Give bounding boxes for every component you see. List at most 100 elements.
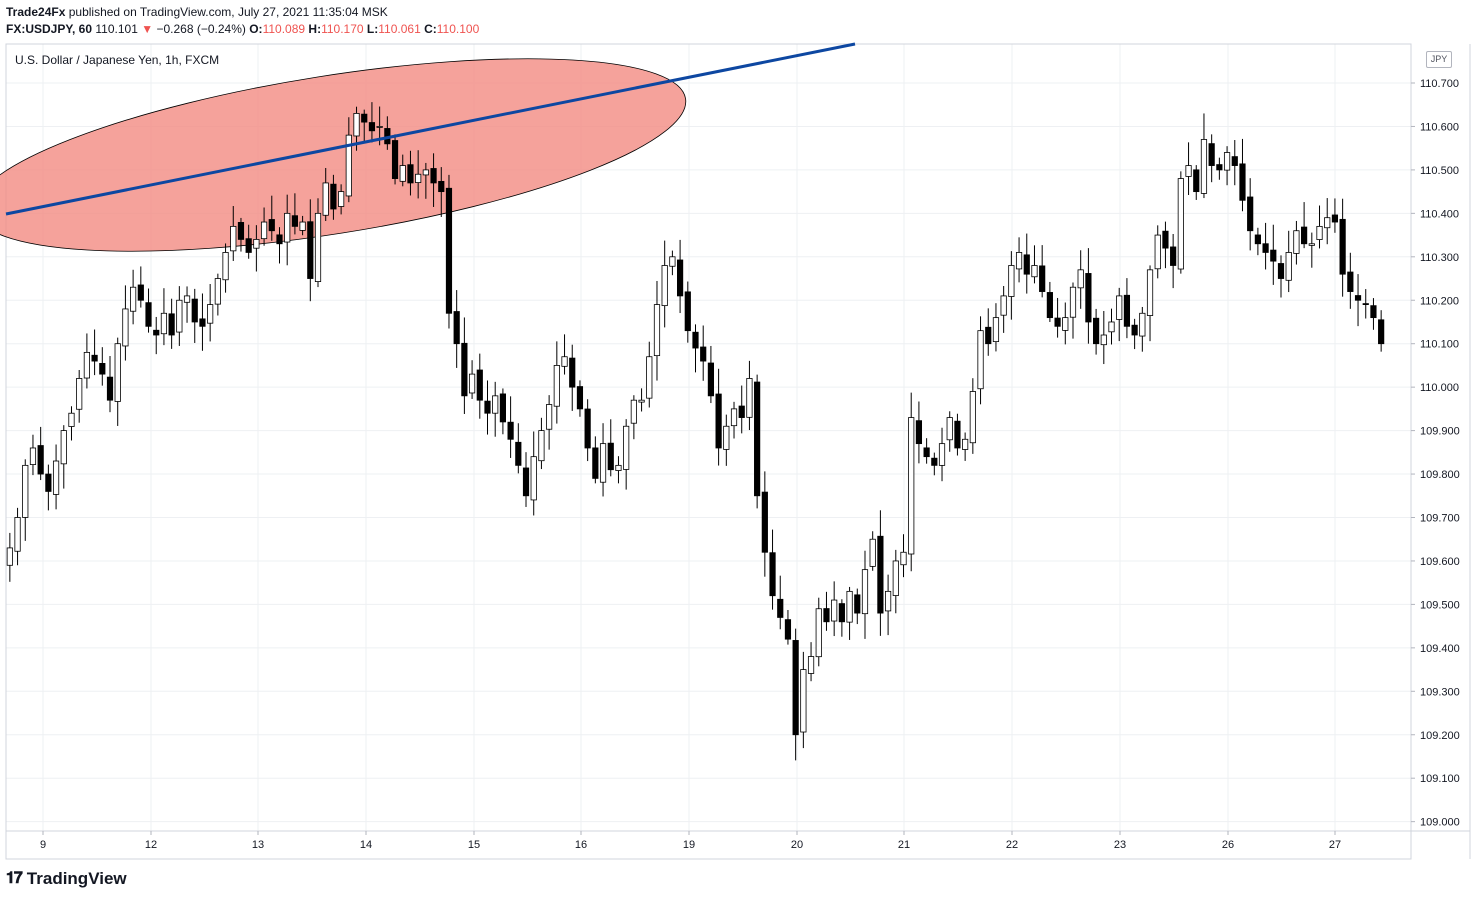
candle-body xyxy=(114,343,121,402)
candle-body xyxy=(969,391,976,444)
candle-body xyxy=(330,183,337,210)
time-tick-label: 20 xyxy=(791,839,803,851)
candle-body xyxy=(52,460,60,495)
price-tick-label: 110.600 xyxy=(1420,121,1459,133)
candle-body xyxy=(807,656,815,674)
publisher-name[interactable]: Trade24Fx xyxy=(6,5,66,19)
candle-body xyxy=(1324,217,1331,229)
candle-body xyxy=(1270,249,1277,262)
candle-body xyxy=(592,447,599,479)
candle-body xyxy=(538,430,545,462)
candle-body xyxy=(430,168,437,184)
close-value: 110.100 xyxy=(436,22,480,36)
candle-body xyxy=(1008,265,1015,297)
candle-body xyxy=(900,551,907,566)
price-tick-label: 109.200 xyxy=(1420,730,1460,742)
candle-body xyxy=(291,215,298,227)
candle-body xyxy=(1146,269,1154,316)
candle-body xyxy=(1262,243,1269,253)
candle-body xyxy=(792,640,799,736)
candle-body xyxy=(1170,246,1177,266)
currency-badge[interactable]: JPY xyxy=(1426,51,1452,68)
time-tick-label: 13 xyxy=(252,839,264,851)
candle-body xyxy=(553,365,560,407)
candle-body xyxy=(1100,334,1107,346)
candle-body xyxy=(1308,243,1315,246)
price-tick-label: 109.500 xyxy=(1420,599,1460,611)
candle-body xyxy=(492,395,499,414)
candle-body xyxy=(954,420,961,449)
candle-body xyxy=(1123,294,1131,327)
candle-body xyxy=(130,286,137,312)
ohlc-line: FX:USDJPY, 60 110.101 ▼ −0.268 (−0.24%) … xyxy=(6,21,479,38)
candle-body xyxy=(415,173,422,183)
candle-body xyxy=(391,140,399,179)
candle-body xyxy=(869,538,876,567)
price-tick-label: 110.400 xyxy=(1420,208,1459,220)
time-axis[interactable]: 9 12 13 14 15 16 19 20 21 22 23 26 27 xyxy=(40,831,1341,851)
symbol-label[interactable]: FX:USDJPY, 60 xyxy=(6,22,93,36)
candle-body xyxy=(207,304,214,324)
candles xyxy=(6,102,1385,761)
time-tick-label: 26 xyxy=(1222,839,1234,851)
candle-body xyxy=(176,299,183,333)
candle-body xyxy=(892,560,899,596)
tradingview-logo[interactable]: 𝟏𝟕 TradingView xyxy=(6,869,127,889)
time-tick-label: 12 xyxy=(145,839,157,851)
candle-body xyxy=(453,311,460,345)
candle-body xyxy=(1316,225,1323,240)
time-tick-label: 15 xyxy=(468,839,480,851)
time-tick-label: 9 xyxy=(40,839,46,851)
candle-body xyxy=(676,259,684,297)
candle-body xyxy=(1000,295,1007,316)
candle-body xyxy=(1293,230,1300,254)
low-label: L: xyxy=(366,22,379,36)
candle-body xyxy=(1108,321,1115,333)
candle-body xyxy=(1139,312,1146,337)
candle-body xyxy=(561,356,568,367)
candle-body xyxy=(191,298,198,323)
candle-body xyxy=(299,221,306,231)
candle-body xyxy=(1277,263,1285,279)
candle-body xyxy=(1177,178,1184,270)
candle-body xyxy=(977,330,984,390)
candle-body xyxy=(160,312,168,335)
candle-body xyxy=(761,491,768,553)
candle-body xyxy=(60,430,67,465)
price-tick-label: 110.300 xyxy=(1420,252,1459,264)
candle-body xyxy=(653,304,661,357)
candle-body xyxy=(1231,156,1238,166)
candle-body xyxy=(1200,139,1208,194)
candle-body xyxy=(1031,265,1038,278)
close-label: C: xyxy=(424,22,437,36)
candle-body xyxy=(253,239,260,249)
candle-body xyxy=(1378,319,1385,345)
candle-body xyxy=(885,590,892,612)
candle-body xyxy=(877,535,884,614)
trend-line[interactable] xyxy=(5,42,856,216)
candle-body xyxy=(700,346,707,362)
ellipse-drawing[interactable] xyxy=(0,21,698,290)
price-axis[interactable]: 110.700 110.600 110.500 110.400 110.300 110.2… xyxy=(1411,78,1460,829)
candle-body xyxy=(1247,196,1254,232)
candle-body xyxy=(946,417,953,441)
candle-body xyxy=(1362,303,1369,305)
price-tick-label: 109.300 xyxy=(1420,686,1460,698)
down-arrow-icon: ▼ xyxy=(141,22,154,36)
candle-body xyxy=(1301,226,1308,245)
candle-body xyxy=(777,598,784,618)
candle-body xyxy=(476,369,483,401)
time-tick-label: 19 xyxy=(683,839,695,851)
candle-body xyxy=(738,405,745,418)
candle-body xyxy=(168,313,175,336)
candle-body xyxy=(815,608,822,658)
time-tick-label: 21 xyxy=(898,839,910,851)
candle-body xyxy=(607,442,614,471)
candle-body xyxy=(353,113,360,137)
high-label: H: xyxy=(308,22,322,36)
candle-body xyxy=(846,590,853,623)
candle-body xyxy=(268,219,275,232)
candle-body xyxy=(29,447,37,465)
candle-body xyxy=(361,113,368,123)
